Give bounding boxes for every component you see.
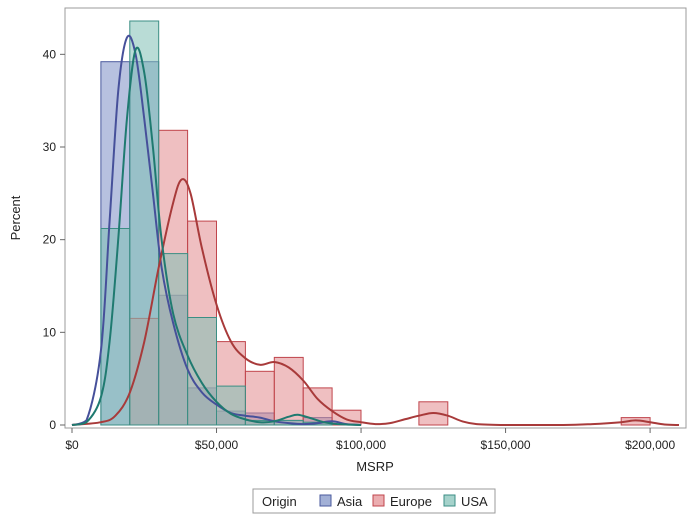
- legend-label-europe: Europe: [390, 494, 432, 509]
- y-tick-label: 30: [43, 140, 57, 154]
- x-tick-label: $100,000: [336, 438, 386, 452]
- legend-swatch-europe: [372, 494, 385, 507]
- bar-usa: [100, 228, 131, 426]
- legend-swatch-usa: [443, 494, 456, 507]
- legend-label-usa: USA: [461, 494, 488, 509]
- y-tick-label: 40: [43, 47, 57, 61]
- legend-label-asia: Asia: [337, 494, 363, 509]
- x-tick-label: $200,000: [625, 438, 675, 452]
- legend: Origin Asia Europe USA: [252, 488, 496, 514]
- density-curve-asia: [71, 34, 362, 426]
- density-curve-europe: [71, 178, 680, 426]
- histogram-bars: [100, 20, 651, 426]
- density-curve-usa: [71, 46, 362, 426]
- axes: $0 $50,000 $100,000 $150,000 $200,000 0 10 20 30…: [43, 47, 676, 452]
- y-tick-label: 10: [43, 325, 57, 339]
- x-tick-label: $50,000: [195, 438, 239, 452]
- x-tick-label: $0: [65, 438, 79, 452]
- y-axis-title: Percent: [8, 195, 23, 240]
- y-tick-label: 0: [49, 418, 56, 432]
- x-tick-label: $150,000: [481, 438, 531, 452]
- y-tick-label: 20: [43, 233, 57, 247]
- bar-usa: [187, 317, 218, 426]
- x-axis-title: MSRP: [356, 459, 394, 474]
- density-curves: [71, 34, 680, 426]
- legend-swatch-asia: [319, 494, 332, 507]
- legend-title: Origin: [262, 494, 297, 509]
- bar-usa: [129, 20, 160, 426]
